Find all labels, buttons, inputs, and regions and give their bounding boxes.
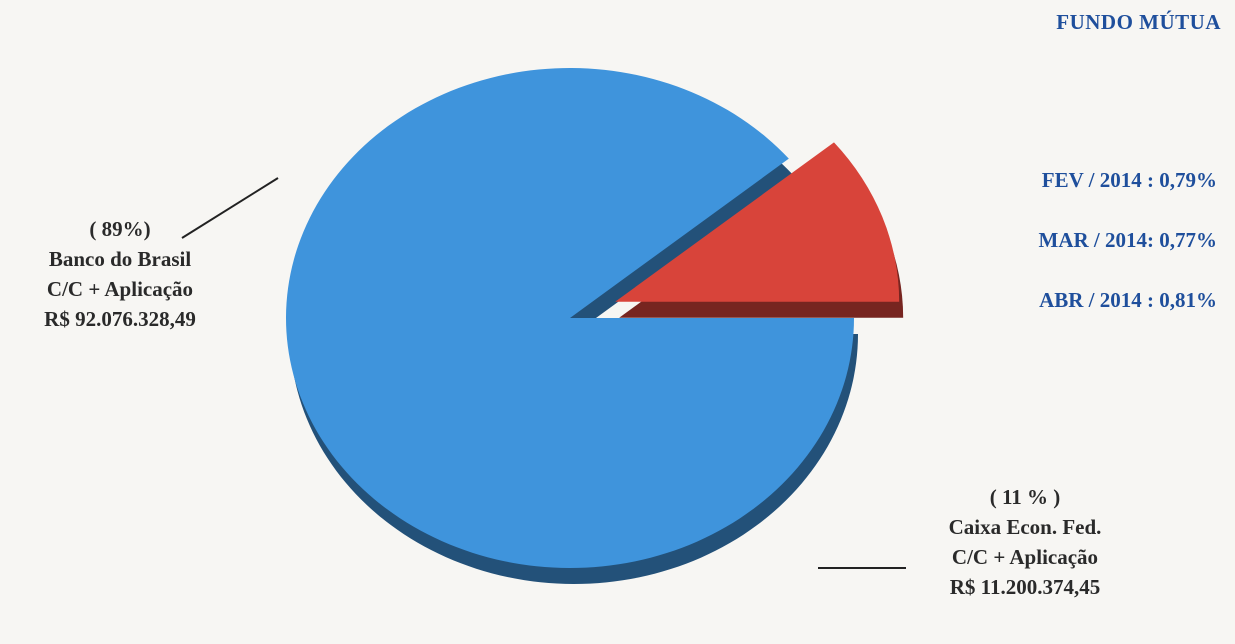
rate-mar-2014: MAR / 2014: 0,77% [1038, 228, 1217, 252]
slice-type-banco-do-brasil: C/C + Aplicação [46, 277, 194, 301]
leader-line-banco-do-brasil [181, 177, 279, 239]
chart-title: FUNDO MÚTUA [1056, 10, 1221, 34]
rates-list: FEV / 2014 : 0,79% MAR / 2014: 0,77% ABR… [1039, 150, 1217, 330]
pie-slice-banco-do-brasil [286, 67, 854, 569]
rate-feb-2014: FEV / 2014 : 0,79% [1041, 168, 1217, 192]
rate-apr-2014: ABR / 2014 : 0,81% [1039, 288, 1217, 312]
pie-slice-caixa-econ-fed [615, 142, 900, 302]
slice-amount-banco-do-brasil: R$ 92.076.328,49 [44, 307, 196, 331]
slice-name-caixa: Caixa Econ. Fed. [948, 515, 1102, 539]
slice-name-banco-do-brasil: Banco do Brasil [48, 247, 192, 271]
slice-amount-caixa: R$ 11.200.374,45 [949, 575, 1101, 599]
slice-label-caixa: ( 11 % ) Caixa Econ. Fed. C/C + Aplicaçã… [890, 482, 1160, 602]
slice-percent-banco-do-brasil: ( 89%) [89, 217, 151, 241]
slice-label-banco-do-brasil: ( 89%) Banco do Brasil C/C + Aplicação R… [0, 214, 240, 334]
slice-percent-caixa: ( 11 % ) [989, 485, 1061, 509]
slice-type-caixa: C/C + Aplicação [951, 545, 1099, 569]
